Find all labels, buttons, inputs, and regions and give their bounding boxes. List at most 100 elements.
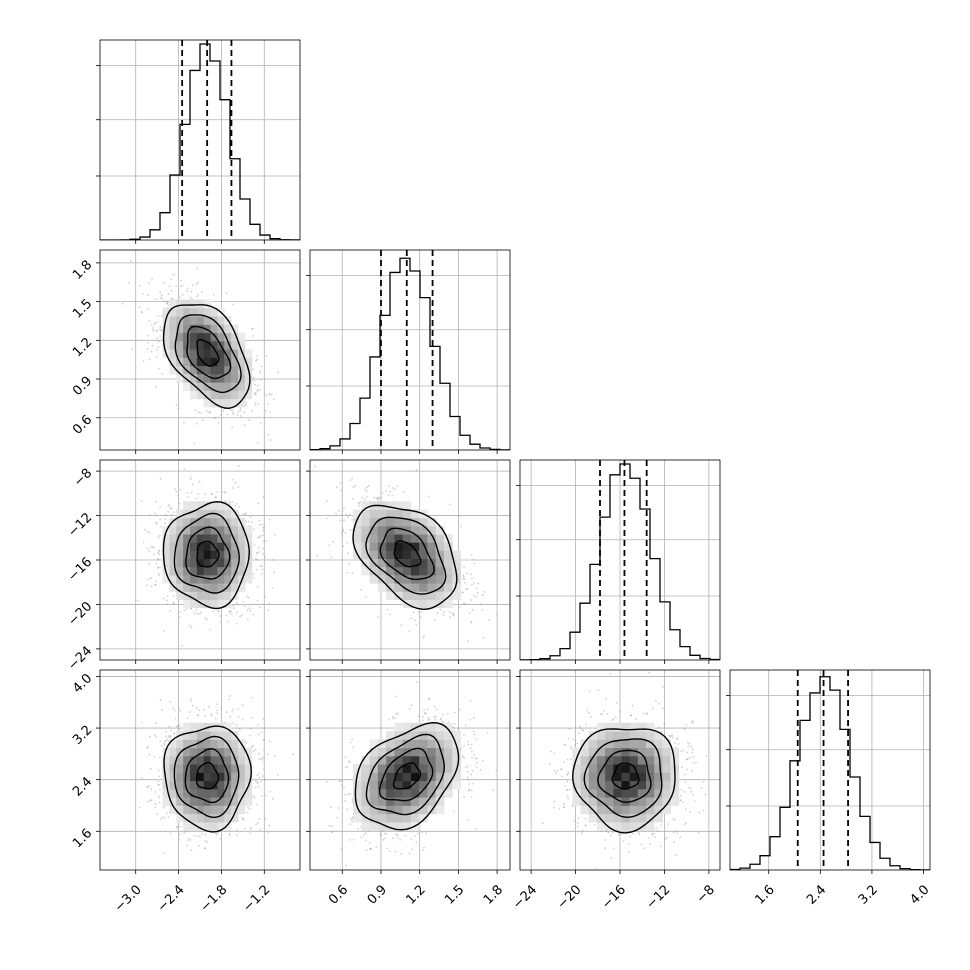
scatter-point	[254, 786, 257, 789]
scatter-point	[481, 609, 484, 611]
scatter-point	[186, 290, 188, 293]
x-tick-label: −16	[599, 882, 629, 912]
density-cell	[435, 772, 445, 782]
scatter-point	[661, 707, 664, 710]
density-cell	[162, 772, 170, 782]
density-cell	[244, 534, 253, 543]
density-cell	[217, 574, 225, 584]
scatter-point	[160, 525, 163, 528]
scatter-point	[343, 519, 345, 522]
density-cell	[369, 788, 379, 798]
scatter-point	[340, 784, 343, 786]
density-cell	[427, 722, 437, 732]
scatter-point	[347, 793, 350, 796]
scatter-point	[181, 284, 184, 287]
scatter-point	[146, 746, 149, 748]
scatter-point	[364, 488, 367, 491]
panel-frame	[99, 249, 301, 451]
density-cell	[169, 558, 177, 568]
density-cell	[203, 390, 212, 400]
density-cell	[629, 788, 639, 798]
scatter-point	[387, 494, 390, 497]
density-cell	[244, 747, 253, 757]
scatter-point	[351, 817, 354, 819]
scatter-point	[354, 485, 357, 487]
scatter-point	[344, 793, 347, 796]
scatter-point	[482, 637, 485, 639]
density-cell	[169, 349, 177, 358]
scatter-point	[262, 768, 265, 771]
scatter-point	[423, 712, 426, 715]
scatter-point	[339, 780, 342, 783]
density-cell	[588, 739, 598, 749]
scatter-point	[248, 419, 251, 422]
density-cell	[210, 517, 218, 527]
scatter-point	[364, 832, 367, 835]
scatter-point	[576, 822, 579, 824]
panel-3-0: 1.62.43.24.0−3.0 −2.4 −1.8 −1.2	[70, 669, 301, 915]
scatter-point	[251, 327, 254, 330]
density-cell	[377, 772, 387, 782]
density-cell	[238, 534, 246, 543]
scatter-point	[167, 510, 169, 513]
scatter-point	[196, 612, 199, 615]
scatter-point	[136, 599, 139, 602]
scatter-point	[187, 839, 190, 842]
scatter-point	[341, 535, 343, 537]
density-cell	[224, 813, 232, 823]
density-cell	[210, 357, 218, 367]
scatter-point	[670, 735, 673, 737]
scatter-point	[148, 531, 151, 534]
density-cell	[231, 357, 239, 367]
density-cell	[377, 574, 387, 584]
density-cell	[203, 591, 212, 600]
density-cell	[224, 542, 232, 551]
scatter-point	[556, 770, 559, 773]
density-cell	[613, 813, 622, 823]
density-cell	[402, 583, 412, 592]
density-cell	[443, 591, 453, 600]
density-cell	[224, 349, 232, 358]
scatter-point	[274, 755, 276, 758]
scatter-point	[157, 566, 159, 569]
y-tick-label: 1.6	[70, 826, 95, 851]
scatter-point	[178, 724, 181, 727]
scatter-point	[335, 512, 337, 515]
scatter-point	[260, 365, 263, 368]
scatter-point	[241, 818, 244, 821]
density-cell	[443, 583, 453, 592]
scatter-point	[195, 422, 198, 425]
scatter-point	[177, 407, 180, 410]
scatter-point	[610, 856, 613, 859]
y-tick-label: 3.2	[70, 723, 95, 748]
y-tick-label: −12	[65, 510, 95, 540]
scatter-point	[190, 626, 193, 629]
scatter-point	[256, 441, 259, 444]
scatter-point	[268, 392, 271, 395]
scatter-point	[380, 834, 382, 837]
density-cell	[402, 813, 412, 823]
x-tick-label: 2.4	[804, 882, 829, 907]
scatter-point	[475, 595, 478, 598]
density-cell	[670, 755, 680, 765]
panel-content	[138, 695, 295, 855]
scatter-point	[214, 717, 217, 720]
scatter-point	[697, 831, 700, 834]
scatter-point	[253, 391, 256, 394]
density-cell	[183, 558, 191, 568]
scatter-point	[428, 718, 431, 721]
scatter-point	[201, 832, 203, 835]
scatter-point	[267, 433, 270, 436]
density-cell	[183, 534, 191, 543]
scatter-point	[346, 808, 349, 811]
scatter-point	[158, 549, 161, 552]
density-cell	[162, 340, 170, 350]
scatter-point	[242, 513, 245, 515]
scatter-point	[479, 768, 482, 771]
density-cell	[203, 780, 212, 790]
x-tick-label: −12	[643, 882, 673, 912]
density-cell	[646, 731, 655, 740]
scatter-point	[383, 837, 386, 840]
scatter-point	[391, 494, 394, 497]
scatter-point	[230, 409, 233, 412]
